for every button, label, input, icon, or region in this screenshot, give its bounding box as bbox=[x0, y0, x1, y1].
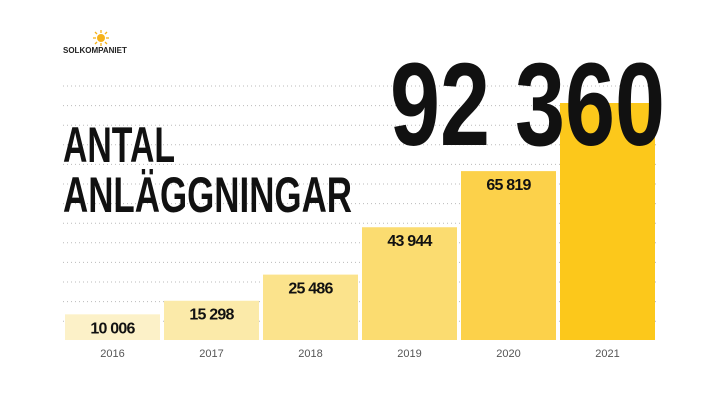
value-label: 92 360 bbox=[390, 39, 665, 171]
bar bbox=[263, 274, 358, 340]
dotted-lines bbox=[63, 85, 657, 322]
x-tick-label: 2019 bbox=[397, 348, 421, 360]
x-tick-label: 2018 bbox=[298, 348, 322, 360]
value-label: 10 006 bbox=[90, 320, 135, 337]
brand: SOLKOMPANIET bbox=[63, 46, 127, 55]
x-tick-label: 2021 bbox=[595, 348, 619, 360]
value-label: 25 486 bbox=[288, 281, 333, 298]
value-label: 15 298 bbox=[189, 307, 234, 324]
bar bbox=[65, 314, 160, 340]
x-tick-label: 2016 bbox=[100, 348, 124, 360]
value-label: 65 819 bbox=[486, 177, 531, 194]
bar bbox=[164, 300, 259, 340]
bar bbox=[362, 227, 457, 340]
bar bbox=[461, 171, 556, 340]
value-label: 43 944 bbox=[387, 233, 432, 250]
chart-title: ANTAL bbox=[63, 117, 175, 173]
x-tick-label: 2017 bbox=[199, 348, 223, 360]
bar bbox=[560, 103, 655, 340]
logo: SOLKOMPANIET bbox=[63, 30, 127, 55]
x-tick-label: 2020 bbox=[496, 348, 520, 360]
chart-title: ANLÄGGNINGAR bbox=[63, 167, 352, 223]
